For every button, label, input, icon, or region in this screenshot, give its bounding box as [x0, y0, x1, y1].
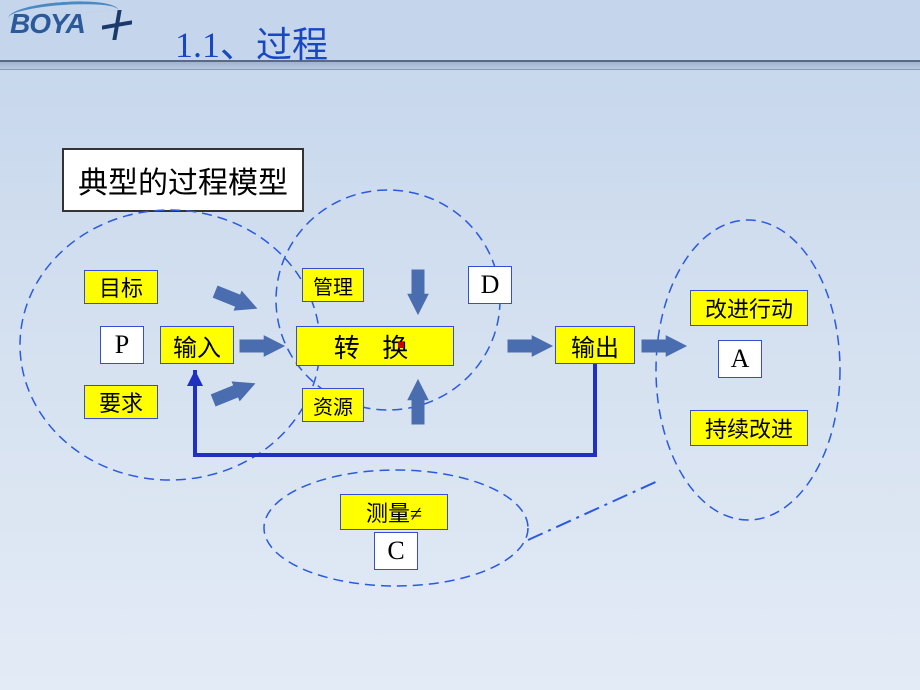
header-strip — [0, 62, 920, 70]
arrow-a4 — [408, 270, 428, 314]
subtitle-box: 典型的过程模型 — [62, 148, 304, 212]
letter-D: D — [468, 266, 512, 304]
node-output: 输出 — [555, 326, 635, 364]
feedback-line — [195, 364, 595, 455]
node-input: 输入 — [160, 326, 234, 364]
node-goal: 目标 — [84, 270, 158, 304]
letter-P: P — [100, 326, 144, 364]
logo-star-icon — [102, 10, 132, 40]
node-measure: 测量≠ — [340, 494, 448, 530]
node-trans: 转 换 — [296, 326, 454, 366]
arrow-a5 — [408, 380, 428, 424]
letter-A: A — [718, 340, 762, 378]
arrow-a1 — [240, 336, 284, 356]
logo: BOYA — [10, 8, 85, 40]
dashdot-connector — [528, 480, 660, 540]
arrow-a6 — [508, 336, 552, 356]
node-cont: 持续改进 — [690, 410, 808, 446]
page-title: 1.1、过程 — [175, 16, 328, 68]
node-req: 要求 — [84, 385, 158, 419]
arrow-a2 — [212, 282, 260, 317]
node-res: 资源 — [302, 388, 364, 422]
letter-C: C — [374, 532, 418, 570]
red-marker-icon — [398, 342, 404, 348]
feedback-arrowhead-icon — [187, 370, 203, 386]
arrow-a7 — [642, 336, 686, 356]
arrow-a3 — [210, 374, 258, 409]
node-mgmt: 管理 — [302, 268, 364, 302]
node-improve: 改进行动 — [690, 290, 808, 326]
header-bar — [0, 0, 920, 62]
